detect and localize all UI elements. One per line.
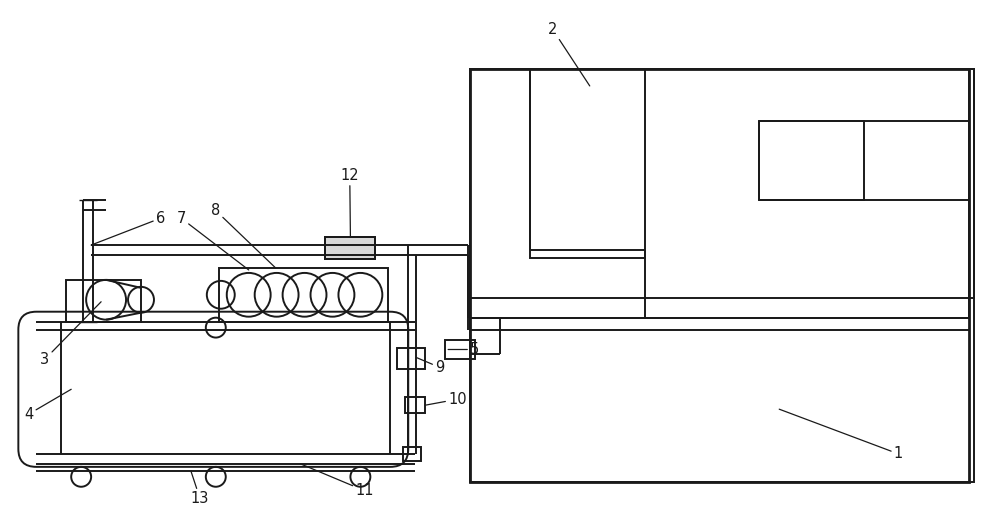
Bar	[219, 268, 388, 322]
Text: 2: 2	[548, 22, 590, 86]
Bar	[325, 237, 375, 259]
Text: 6: 6	[91, 211, 165, 245]
Bar	[66, 280, 141, 322]
Bar	[470, 69, 969, 318]
Bar	[470, 69, 974, 482]
Bar	[470, 69, 974, 298]
Text: 1: 1	[779, 409, 903, 461]
Text: 5: 5	[448, 342, 479, 357]
Bar	[445, 339, 475, 359]
Bar	[405, 397, 425, 413]
Bar	[397, 348, 425, 369]
Bar	[530, 69, 645, 258]
Text: 9: 9	[416, 357, 444, 375]
Bar	[759, 121, 864, 200]
Text: 13: 13	[191, 471, 209, 506]
Text: 11: 11	[301, 464, 374, 498]
Bar	[403, 447, 421, 461]
Bar	[325, 237, 375, 259]
Bar	[470, 69, 969, 482]
Text: 4: 4	[24, 389, 71, 422]
Text: 7: 7	[176, 211, 249, 270]
Text: 8: 8	[211, 203, 276, 268]
Text: 12: 12	[340, 168, 359, 237]
Text: 10: 10	[425, 392, 467, 407]
Text: 3: 3	[40, 302, 101, 367]
